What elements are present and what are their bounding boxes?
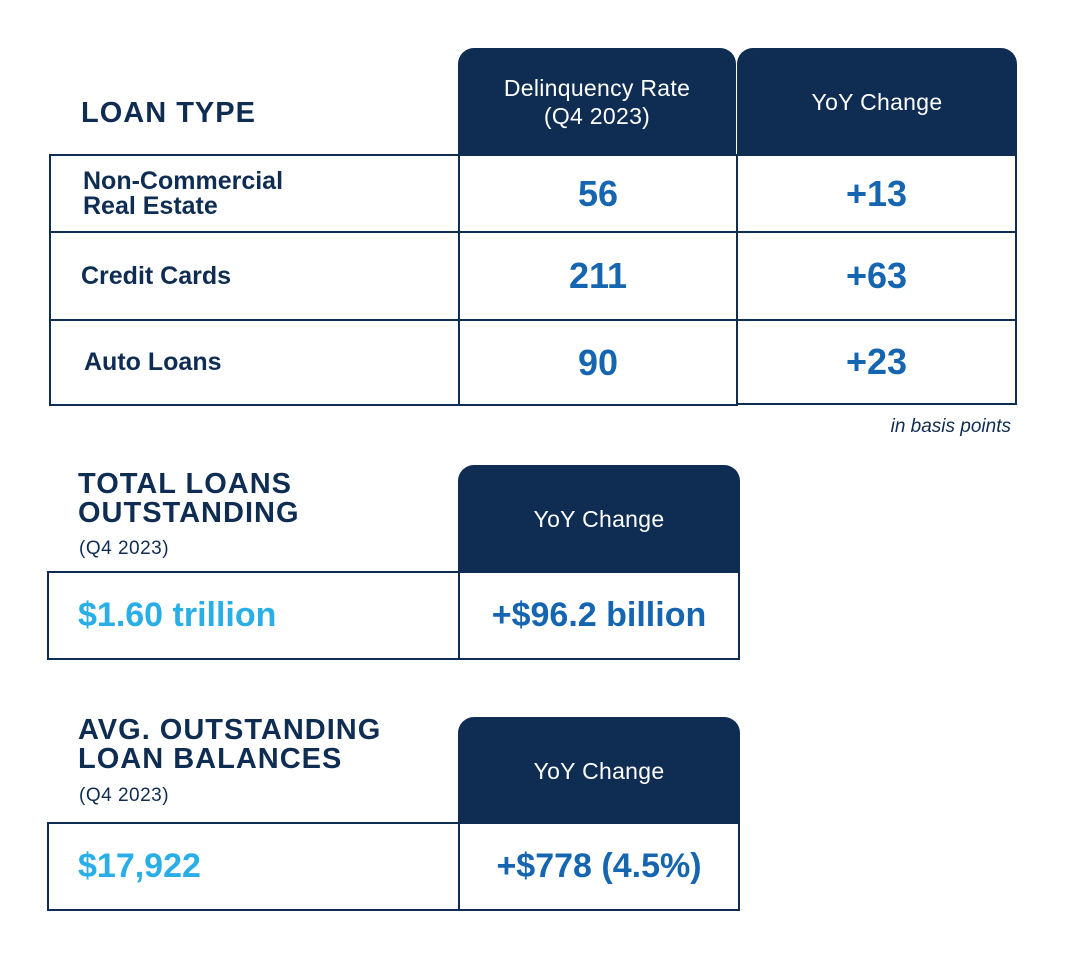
- delinquency-rate-header-line1: Delinquency Rate: [503, 74, 691, 101]
- avg-balances-yoy-value: +$778 (4.5%): [458, 822, 740, 911]
- units-note: in basis points: [890, 416, 1011, 437]
- total-loans-yoy-header: YoY Change: [458, 465, 740, 573]
- delinquency-rate-header: Delinquency Rate (Q4 2023): [458, 48, 736, 155]
- total-loans-heading-line1: TOTAL LOANS: [78, 468, 292, 500]
- total-loans-heading: TOTAL LOANS OUTSTANDING: [78, 470, 300, 528]
- avg-balances-heading: AVG. OUTSTANDING LOAN BALANCES: [78, 716, 381, 774]
- total-loans-value: $1.60 trillion: [47, 571, 460, 660]
- total-loans-subtitle: (Q4 2023): [79, 538, 170, 559]
- avg-balances-heading-line2: LOAN BALANCES: [78, 743, 343, 775]
- avg-balances-yoy-header: YoY Change: [458, 717, 740, 824]
- avg-balances-subtitle: (Q4 2023): [79, 785, 170, 806]
- loan-type-label: Auto Loans: [84, 348, 222, 376]
- total-loans-yoy-value: +$96.2 billion: [458, 571, 740, 660]
- table-row-label: Credit Cards: [49, 231, 460, 321]
- yoy-change-value: +13: [736, 154, 1017, 233]
- delinquency-rate-value: 56: [458, 154, 738, 233]
- delinquency-rate-value: 211: [458, 231, 738, 321]
- table-row-label: Non-Commercial Real Estate: [49, 154, 460, 233]
- yoy-change-value: +23: [736, 319, 1017, 405]
- avg-balances-value: $17,922: [47, 822, 460, 911]
- table-row-label: Auto Loans: [49, 319, 460, 406]
- loan-type-label: Credit Cards: [81, 261, 232, 290]
- delinquency-rate-header-line2: (Q4 2023): [543, 102, 651, 129]
- total-loans-heading-line2: OUTSTANDING: [78, 497, 300, 529]
- yoy-change-value: +63: [736, 231, 1017, 321]
- loan-type-label-line2: Real Estate: [83, 191, 218, 220]
- loan-type-heading: LOAN TYPE: [81, 97, 256, 129]
- delinquency-rate-value: 90: [458, 319, 738, 406]
- avg-balances-heading-line1: AVG. OUTSTANDING: [78, 714, 382, 746]
- yoy-change-header: YoY Change: [737, 48, 1017, 155]
- loan-type-label-line1: Non-Commercial: [83, 166, 284, 195]
